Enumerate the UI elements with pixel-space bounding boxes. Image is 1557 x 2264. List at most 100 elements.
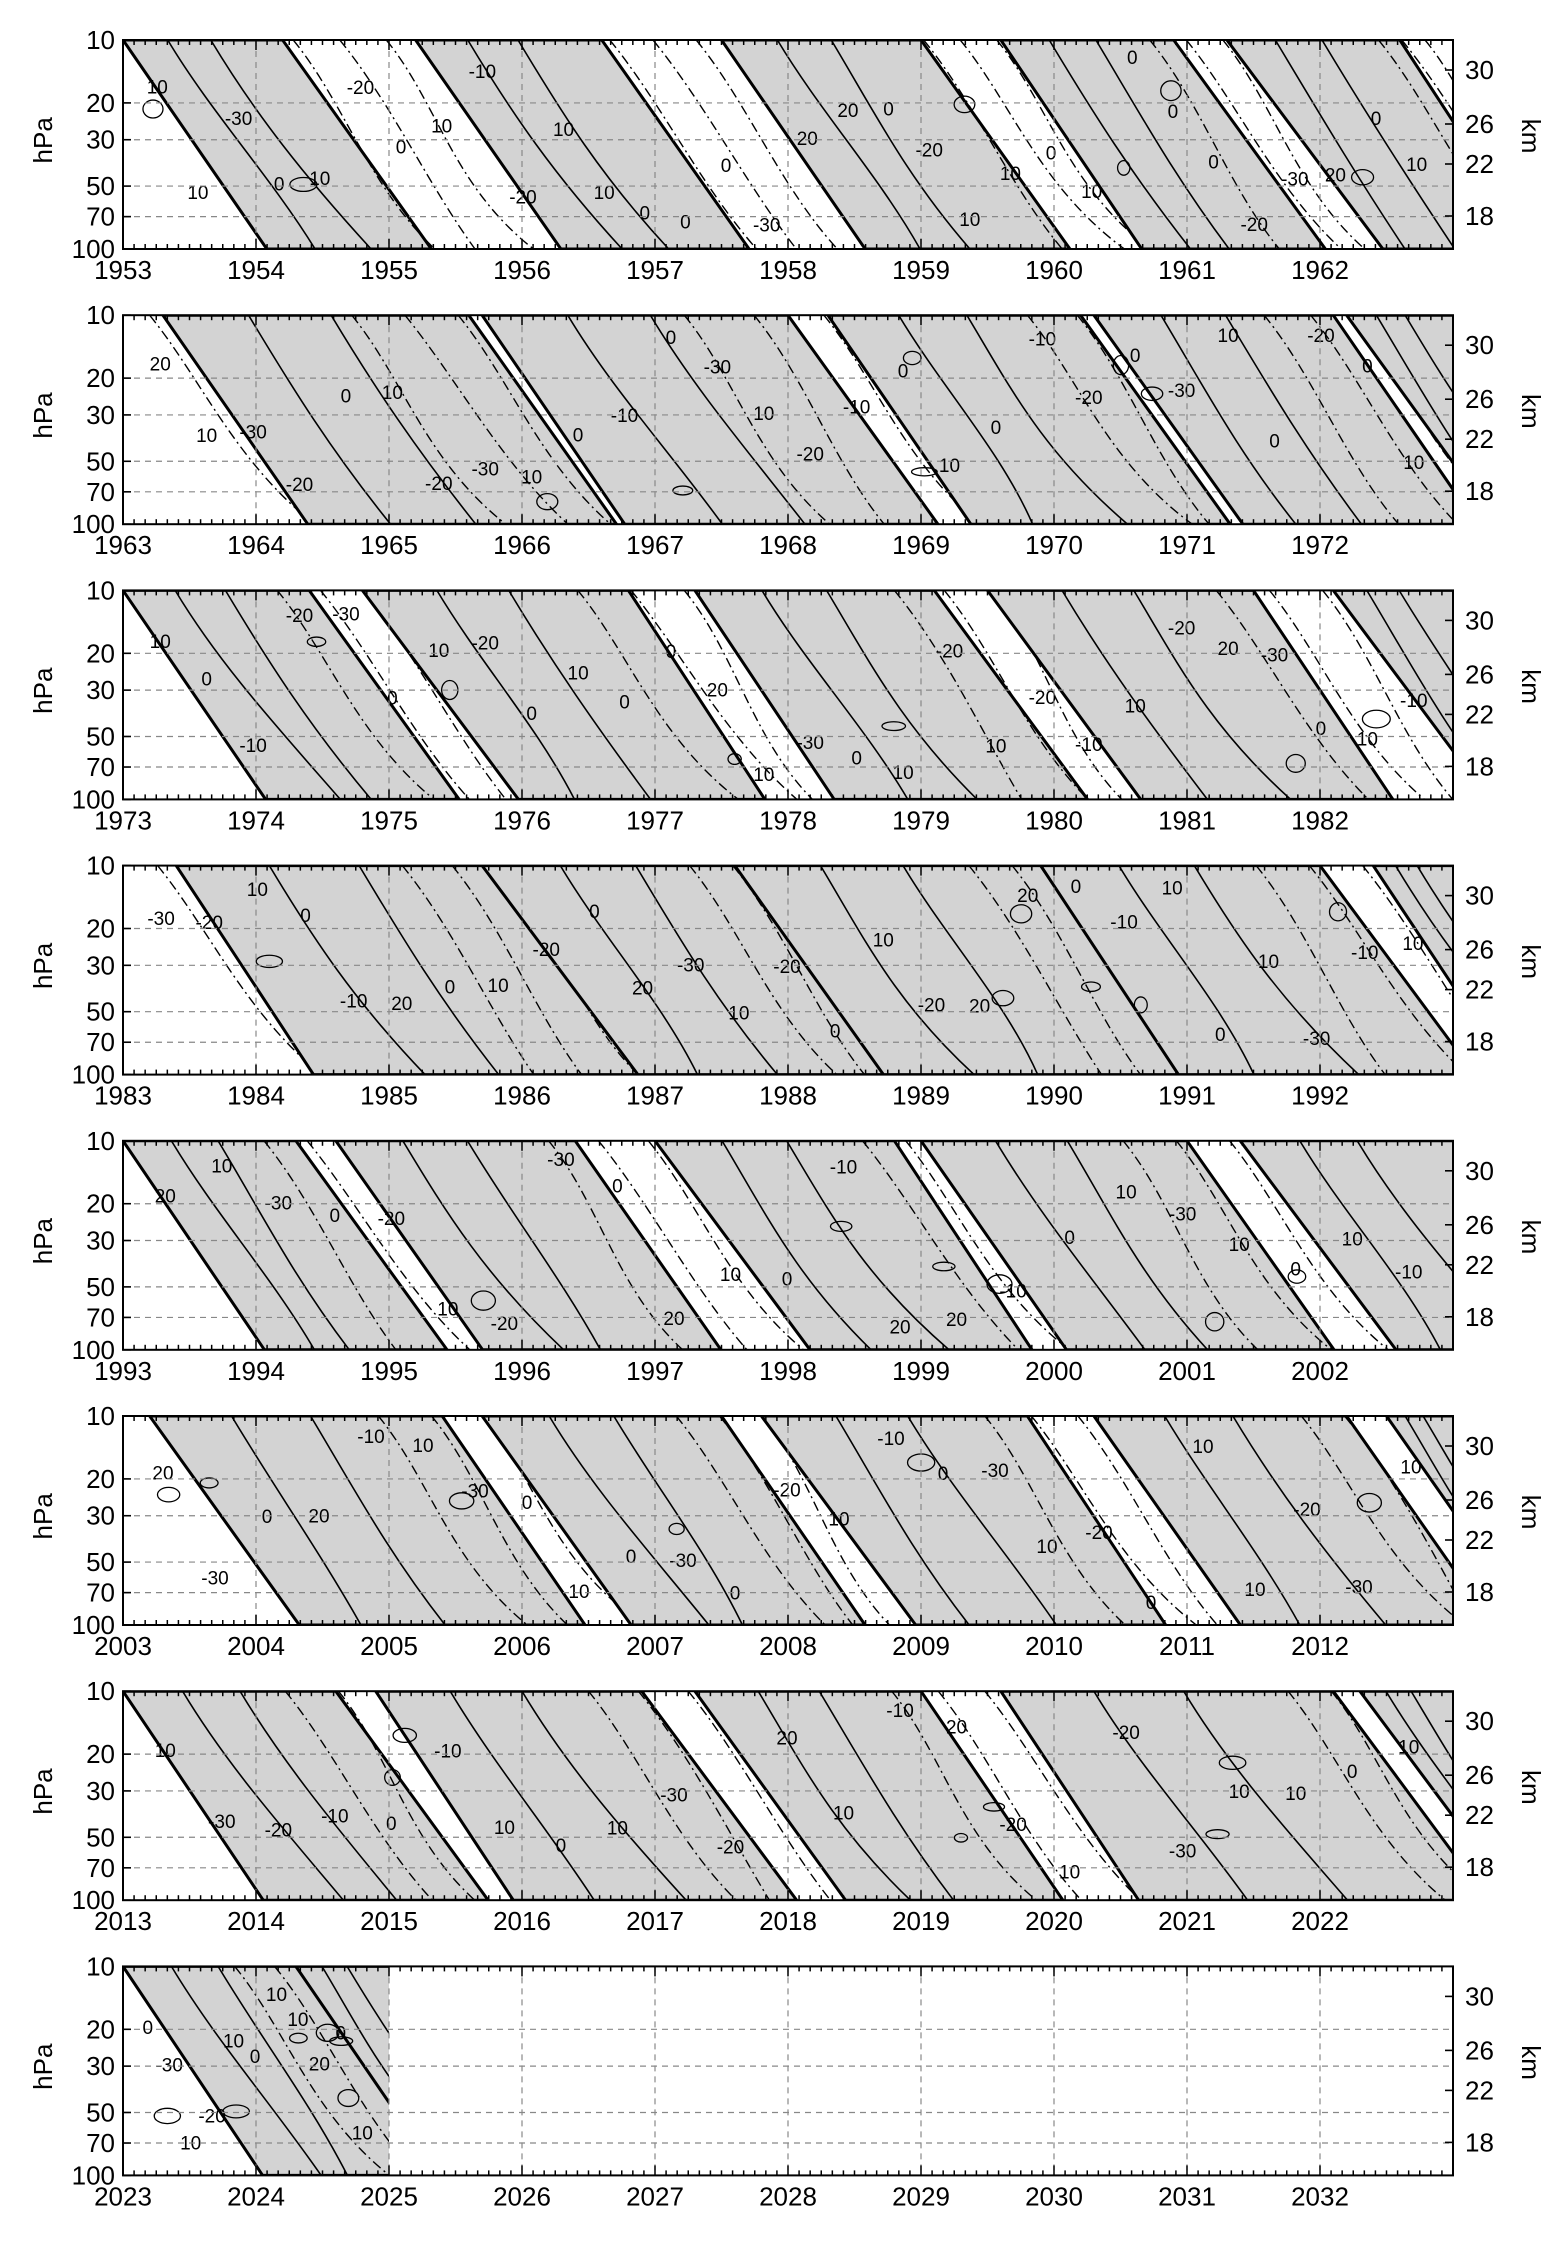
contour-label: -10: [1351, 943, 1378, 964]
contour-label: -30: [147, 909, 174, 930]
contour-label: 10: [309, 169, 330, 190]
contour-label: 0: [619, 692, 630, 713]
year-tick-label: 2017: [626, 1906, 684, 1936]
year-tick-label: 2030: [1025, 2181, 1083, 2211]
contour-label: 10: [155, 1741, 176, 1762]
year-tick-label: 1993: [94, 1356, 152, 1386]
right-axis-title: km: [1516, 1220, 1546, 1255]
contour-label: 20: [946, 1718, 967, 1739]
year-tick-label: 1979: [892, 805, 950, 835]
contour-label: 0: [721, 156, 732, 177]
contour-label: -30: [753, 215, 780, 236]
year-tick-label: 2010: [1025, 1631, 1083, 1661]
km-tick-label: 30: [1465, 55, 1494, 85]
contour-label: 10: [247, 880, 268, 901]
year-tick-label: 1962: [1291, 255, 1349, 285]
year-tick-label: 2002: [1291, 1356, 1349, 1386]
year-tick-label: 2020: [1025, 1906, 1083, 1936]
km-tick-label: 26: [1465, 659, 1494, 689]
contour-label: -30: [1169, 1841, 1196, 1862]
year-tick-label: 1977: [626, 805, 684, 835]
year-tick-label: 2032: [1291, 2181, 1349, 2211]
contour-label: 10: [1258, 952, 1279, 973]
contour-label: 0: [573, 425, 584, 446]
pressure-tick-label: 50: [86, 997, 115, 1027]
pressure-tick-label: 50: [86, 171, 115, 201]
contour-label: 10: [431, 116, 452, 137]
km-tick-label: 22: [1465, 1525, 1494, 1555]
km-tick-label: 18: [1465, 1852, 1494, 1882]
pressure-tick-label: 50: [86, 2097, 115, 2127]
pressure-tick-label: 20: [86, 2014, 115, 2044]
contour-label: 20: [707, 680, 728, 701]
contour-label: 10: [607, 1818, 628, 1839]
contour-label: 20: [1017, 886, 1038, 907]
left-axis-title: hPa: [28, 942, 58, 989]
year-tick-label: 2001: [1158, 1356, 1216, 1386]
contour-label: -30: [1169, 1204, 1196, 1225]
year-tick-label: 2019: [892, 1906, 950, 1936]
contour-label: 10: [1285, 1784, 1306, 1805]
shaded-westerly-band: [416, 40, 749, 249]
contour-label: 0: [1168, 102, 1179, 123]
contour-label: 0: [300, 906, 311, 927]
contour-label: -20: [286, 475, 313, 496]
contour-label: -10: [886, 1701, 913, 1722]
km-tick-label: 18: [1465, 1027, 1494, 1057]
contour-label: 10: [494, 1818, 515, 1839]
contour-label: 0: [1046, 143, 1057, 164]
contour-label: -20: [1085, 1523, 1112, 1544]
contour-label: 10: [893, 763, 914, 784]
year-tick-label: 1996: [493, 1356, 551, 1386]
year-tick-label: 2012: [1291, 1631, 1349, 1661]
contour-loop: [1362, 710, 1390, 728]
year-tick-label: 1998: [759, 1356, 817, 1386]
contour-label: -10: [843, 398, 870, 419]
pressure-tick-label: 20: [86, 88, 115, 118]
contour-label: -10: [321, 1806, 348, 1827]
contour-label: -10: [340, 991, 367, 1012]
left-axis-title: hPa: [28, 1217, 58, 1264]
contour-label: 10: [1402, 934, 1423, 955]
contour-label: -20: [1293, 1500, 1320, 1521]
pressure-tick-label: 10: [86, 300, 115, 330]
km-tick-label: 26: [1465, 2035, 1494, 2065]
contour-label: 10: [223, 2032, 244, 2053]
km-tick-label: 30: [1465, 330, 1494, 360]
km-tick-label: 18: [1465, 201, 1494, 231]
contour-label: 10: [150, 632, 171, 653]
year-tick-label: 1995: [360, 1356, 418, 1386]
year-tick-label: 1964: [227, 530, 285, 560]
year-tick-label: 2000: [1025, 1356, 1083, 1386]
contour-label: -10: [1110, 913, 1137, 934]
year-tick-label: 1999: [892, 1356, 950, 1386]
contour-label: -30: [332, 605, 359, 626]
year-tick-label: 1984: [227, 1081, 285, 1111]
contour-label: -30: [1168, 381, 1195, 402]
km-tick-label: 18: [1465, 1302, 1494, 1332]
contour-label: -20: [198, 2107, 225, 2128]
contour-label: 10: [873, 931, 894, 952]
contour-label: 20: [1325, 165, 1346, 186]
contour-label: -10: [1400, 691, 1427, 712]
km-tick-label: 30: [1465, 605, 1494, 635]
pressure-tick-label: 10: [86, 1676, 115, 1706]
year-tick-label: 1975: [360, 805, 418, 835]
pressure-tick-label: 20: [86, 1464, 115, 1494]
contour-label: 0: [1290, 1259, 1301, 1280]
contour-label: 0: [336, 2024, 347, 2045]
contour-label: -10: [830, 1157, 857, 1178]
year-tick-label: 1957: [626, 255, 684, 285]
pressure-tick-label: 70: [86, 1853, 115, 1883]
contour-label: 10: [985, 737, 1006, 758]
pressure-tick-label: 10: [86, 575, 115, 605]
contour-label: -20: [1307, 326, 1334, 347]
contour-label: 0: [142, 2018, 153, 2039]
year-tick-label: 1970: [1025, 530, 1083, 560]
